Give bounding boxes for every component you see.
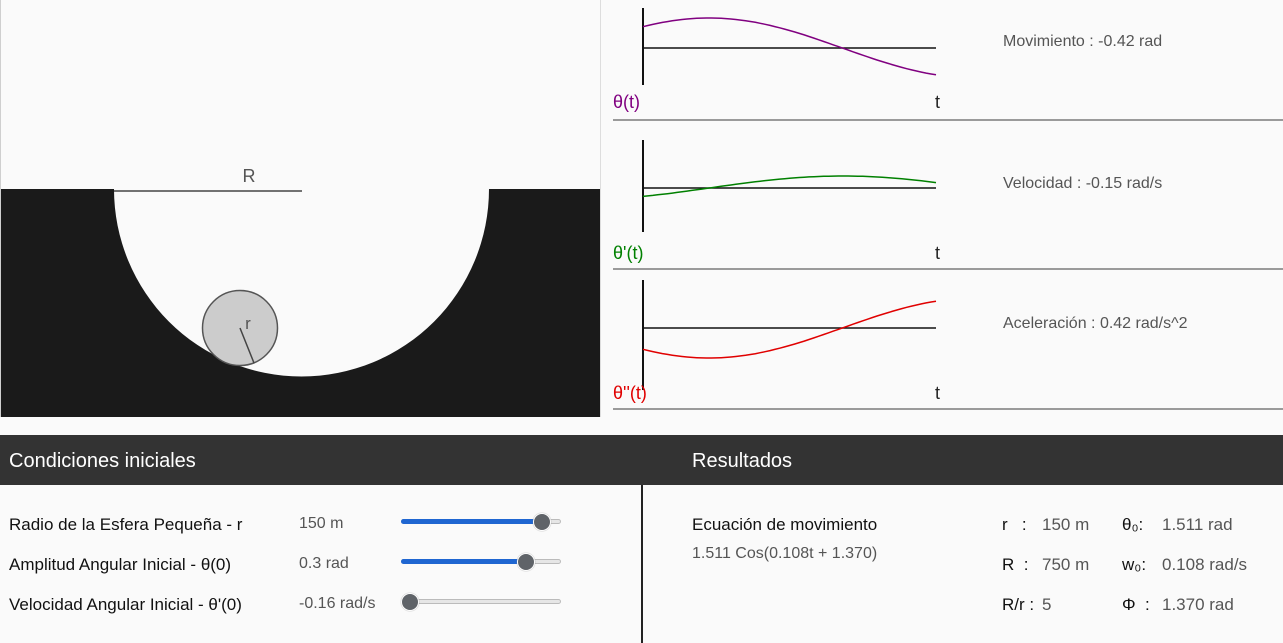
angular-velocity-value: -0.16 rad/s [299, 595, 376, 612]
movement-readout: Movimiento : -0.42 rad [1003, 33, 1163, 50]
ground-track [1, 189, 601, 417]
result-value: 0.108 rad/s [1162, 555, 1248, 574]
velocity-graph [642, 140, 937, 232]
slider-track [401, 599, 561, 604]
graph-separator [613, 268, 1283, 270]
slider-thumb[interactable] [517, 553, 536, 571]
small-radius-slider[interactable] [401, 512, 561, 532]
results-title: Resultados [692, 450, 793, 472]
amplitude-control-label: Amplitud Angular Inicial - θ(0) [9, 555, 232, 574]
acceleration-curve [642, 300, 937, 359]
result-symbol: θ₀: [1122, 515, 1144, 534]
acceleration-readout: Aceleración : 0.42 rad/s^2 [1003, 315, 1188, 332]
initial-conditions-panel: Radio de la Esfera Pequeña - r 150 m Amp… [0, 485, 641, 643]
small-radius-value: 150 m [299, 515, 344, 532]
angular-velocity-control-label: Velocidad Angular Inicial - θ'(0) [9, 595, 242, 614]
slider-fill [401, 559, 527, 564]
acceleration-t-label: t [935, 383, 941, 403]
simulation-canvas: R r [0, 0, 601, 417]
result-symbol: R : [1002, 555, 1029, 574]
equation-text: 1.511 Cos(0.108t + 1.370) [692, 545, 878, 562]
angular-velocity-slider[interactable] [401, 592, 561, 612]
slider-thumb[interactable] [401, 593, 419, 611]
velocity-readout: Velocidad : -0.15 rad/s [1003, 175, 1163, 192]
result-symbol: R/r : [1002, 595, 1035, 614]
result-value: 750 m [1042, 555, 1090, 574]
theta-graph [642, 8, 937, 85]
velocity-axis-label: θ'(t) [613, 243, 644, 263]
result-symbol: r : [1002, 515, 1027, 534]
velocity-curve [642, 175, 937, 198]
initial-conditions-title: Condiciones iniciales [9, 450, 196, 472]
graphs-panel: θ(t) t Movimiento : -0.42 rad θ'(t) t Ve… [600, 0, 1283, 417]
amplitude-slider[interactable] [401, 552, 561, 572]
graph-separator [613, 119, 1283, 121]
result-value: 150 m [1042, 515, 1090, 534]
theta-curve [642, 17, 937, 76]
results-panel: Ecuación de movimiento 1.511 Cos(0.108t … [643, 485, 1283, 643]
result-symbol: Φ : [1122, 595, 1150, 614]
theta-t-label: t [935, 92, 941, 112]
theta-axis-label: θ(t) [613, 92, 640, 112]
result-value: 1.511 rad [1162, 515, 1233, 534]
equation-title: Ecuación de movimiento [692, 515, 878, 534]
velocity-t-label: t [935, 243, 941, 263]
small-radius-label: r [245, 314, 251, 333]
small-radius-control-label: Radio de la Esfera Pequeña - r [9, 515, 243, 534]
amplitude-value: 0.3 rad [299, 555, 349, 572]
graph-separator [613, 408, 1283, 410]
result-symbol: w₀: [1122, 555, 1147, 574]
big-radius-label: R [243, 166, 256, 186]
result-value: 5 [1042, 595, 1052, 614]
panel-divider [641, 485, 643, 643]
slider-thumb[interactable] [533, 513, 552, 531]
result-value: 1.370 rad [1162, 595, 1234, 614]
slider-fill [401, 519, 543, 524]
section-header-bar: Condiciones iniciales Resultados [0, 435, 1283, 485]
simulation-drawing: R r [1, 166, 601, 417]
acceleration-graph [642, 280, 937, 390]
small-radius-line [239, 327, 255, 364]
acceleration-axis-label: θ''(t) [613, 383, 647, 403]
